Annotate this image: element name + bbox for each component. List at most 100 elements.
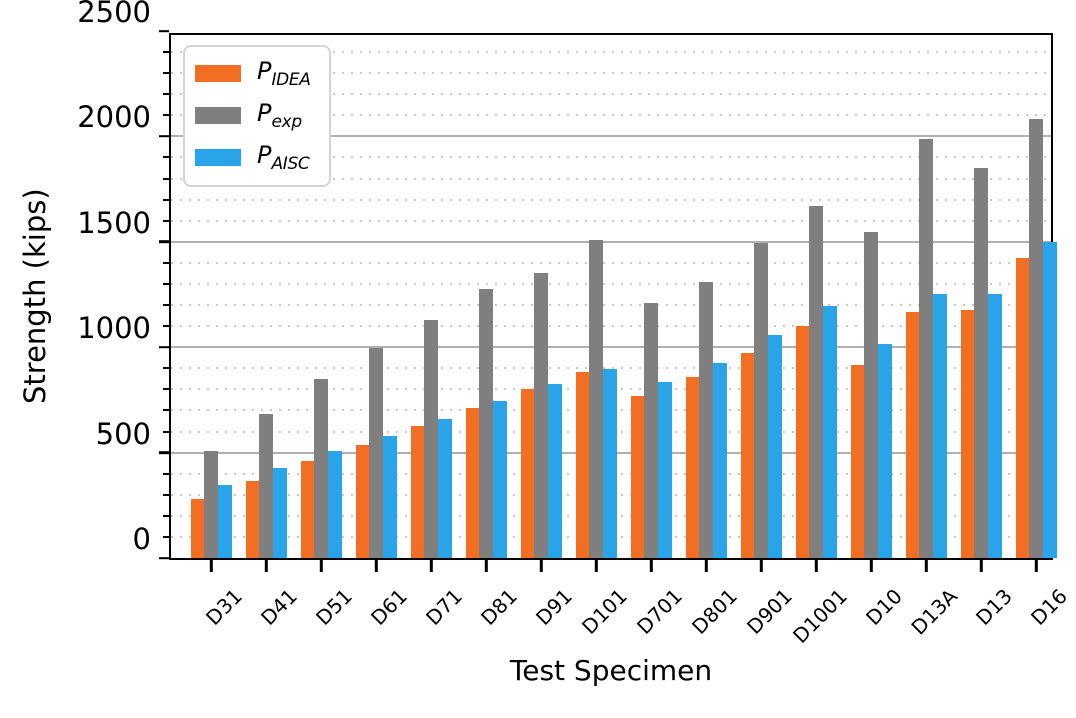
bar-p_exp-d81 — [479, 288, 494, 558]
bar-p_idea-d41 — [245, 481, 260, 558]
bar-p_aisc-d41 — [273, 468, 287, 558]
x-tick-label-d16: D16 — [1026, 584, 1073, 630]
legend-label-p_exp: Pexp — [257, 98, 302, 132]
x-tick-label-d71: D71 — [421, 584, 468, 630]
x-tick-label-d91: D91 — [531, 584, 578, 630]
bar-p_exp-d71 — [424, 320, 439, 558]
bar-p_exp-d1001 — [809, 206, 824, 558]
x-tick-d61 — [375, 560, 378, 572]
legend-swatch-p_idea — [195, 65, 241, 83]
bar-p_aisc-d71 — [438, 418, 452, 558]
bar-p_aisc-d81 — [493, 400, 507, 558]
legend: PIDEA Pexp PAISC — [183, 45, 331, 187]
y-tick-0 — [159, 556, 169, 560]
y-tick-2100 — [163, 114, 169, 117]
bar-p_aisc-d701 — [658, 381, 672, 558]
legend-swatch-p_aisc — [195, 149, 241, 167]
y-tick-1500 — [159, 240, 169, 244]
y-tick-label-1000: 1000 — [77, 311, 151, 346]
y-tick-500 — [159, 451, 169, 454]
x-tick-d10 — [870, 560, 873, 572]
bar-p_idea-d16 — [1015, 258, 1030, 558]
gridline-minor-1600 — [171, 219, 1051, 222]
bar-p_exp-d13 — [974, 167, 989, 558]
bar-p_exp-d701 — [644, 302, 659, 558]
x-tick-label-d61: D61 — [366, 584, 413, 630]
bar-p_idea-d1001 — [795, 325, 810, 558]
y-tick-1700 — [163, 198, 169, 201]
x-tick-d13a — [925, 560, 928, 572]
x-tick-d901 — [760, 560, 763, 572]
x-tick-d71 — [430, 560, 433, 572]
bar-p_aisc-d61 — [383, 435, 397, 558]
gridline-major-1500 — [171, 240, 1051, 243]
y-tick-1100 — [163, 325, 169, 328]
gridline-minor-1400 — [171, 261, 1051, 264]
x-tick-d81 — [485, 560, 488, 572]
bar-p_idea-d61 — [355, 444, 370, 558]
x-axis-label: Test Specimen — [509, 654, 713, 687]
y-tick-label-0: 0 — [132, 522, 151, 556]
x-tick-label-d1001: D1001 — [788, 584, 853, 648]
bar-p_idea-d81 — [465, 408, 480, 558]
gridline-minor-1700 — [171, 198, 1051, 201]
bar-p_exp-d61 — [369, 348, 384, 558]
bar-p_aisc-d16 — [1043, 242, 1057, 558]
x-tick-label-d81: D81 — [476, 584, 523, 630]
y-tick-label-500: 500 — [95, 416, 151, 451]
bar-p_idea-d801 — [685, 377, 700, 558]
x-tick-d31 — [210, 560, 213, 572]
y-tick-1200 — [163, 304, 169, 307]
x-tick-d801 — [705, 560, 708, 572]
y-tick-800 — [163, 388, 169, 391]
y-tick-label-2500: 2500 — [77, 0, 151, 29]
x-tick-d1001 — [815, 560, 818, 572]
legend-item-p_idea: PIDEA — [195, 59, 311, 89]
bar-p_idea-d31 — [190, 498, 205, 558]
bar-p_idea-d101 — [575, 372, 590, 558]
x-tick-d16 — [1035, 560, 1038, 572]
y-tick-600 — [163, 430, 169, 433]
x-tick-label-d10: D10 — [861, 584, 908, 630]
y-tick-2200 — [163, 93, 169, 96]
bar-p_idea-d13a — [905, 312, 920, 558]
gridline-minor-2200 — [171, 93, 1051, 96]
gridline-minor-1100 — [171, 325, 1051, 328]
bar-p_aisc-d13 — [988, 293, 1002, 558]
y-tick-1800 — [163, 177, 169, 180]
y-tick-300 — [163, 493, 169, 496]
y-tick-1900 — [163, 156, 169, 159]
gridline-minor-1200 — [171, 304, 1051, 307]
gridline-minor-2400 — [171, 51, 1051, 54]
y-tick-1400 — [163, 261, 169, 264]
x-tick-label-d31: D31 — [201, 584, 248, 630]
y-tick-700 — [163, 409, 169, 412]
x-tick-d101 — [595, 560, 598, 572]
x-tick-label-d101: D101 — [577, 584, 633, 639]
plot-area: 0 500 1000 1500 2000 2500 D31 D41 D51 D61 D71 D81 D… — [77, 0, 1072, 687]
gridline-minor-1300 — [171, 282, 1051, 285]
y-tick-2400 — [163, 51, 169, 54]
gridline-major-2000 — [171, 135, 1051, 138]
x-tick-d51 — [320, 560, 323, 572]
legend-label-p_idea: PIDEA — [257, 57, 311, 90]
bar-p_aisc-d31 — [218, 485, 232, 558]
y-tick-2300 — [163, 72, 169, 75]
bar-p_exp-d101 — [589, 240, 604, 558]
bar-p_exp-d13a — [919, 138, 934, 558]
x-tick-label-d13: D13 — [971, 584, 1018, 630]
gridline-minor-900 — [171, 367, 1051, 370]
bar-p_aisc-d10 — [878, 343, 892, 558]
x-tick-d41 — [265, 560, 268, 572]
y-tick-1000 — [159, 346, 169, 349]
gridline-minor-2100 — [171, 114, 1051, 117]
y-tick-1600 — [163, 219, 169, 222]
x-tick-label-d701: D701 — [632, 584, 688, 639]
x-tick-label-d51: D51 — [311, 584, 358, 630]
legend-item-p_aisc: PAISC — [195, 143, 311, 173]
gridline-minor-1800 — [171, 177, 1051, 180]
x-tick-label-d801: D801 — [687, 584, 743, 639]
bar-p_idea-d91 — [520, 388, 535, 558]
bar-p_aisc-d1001 — [823, 306, 837, 558]
